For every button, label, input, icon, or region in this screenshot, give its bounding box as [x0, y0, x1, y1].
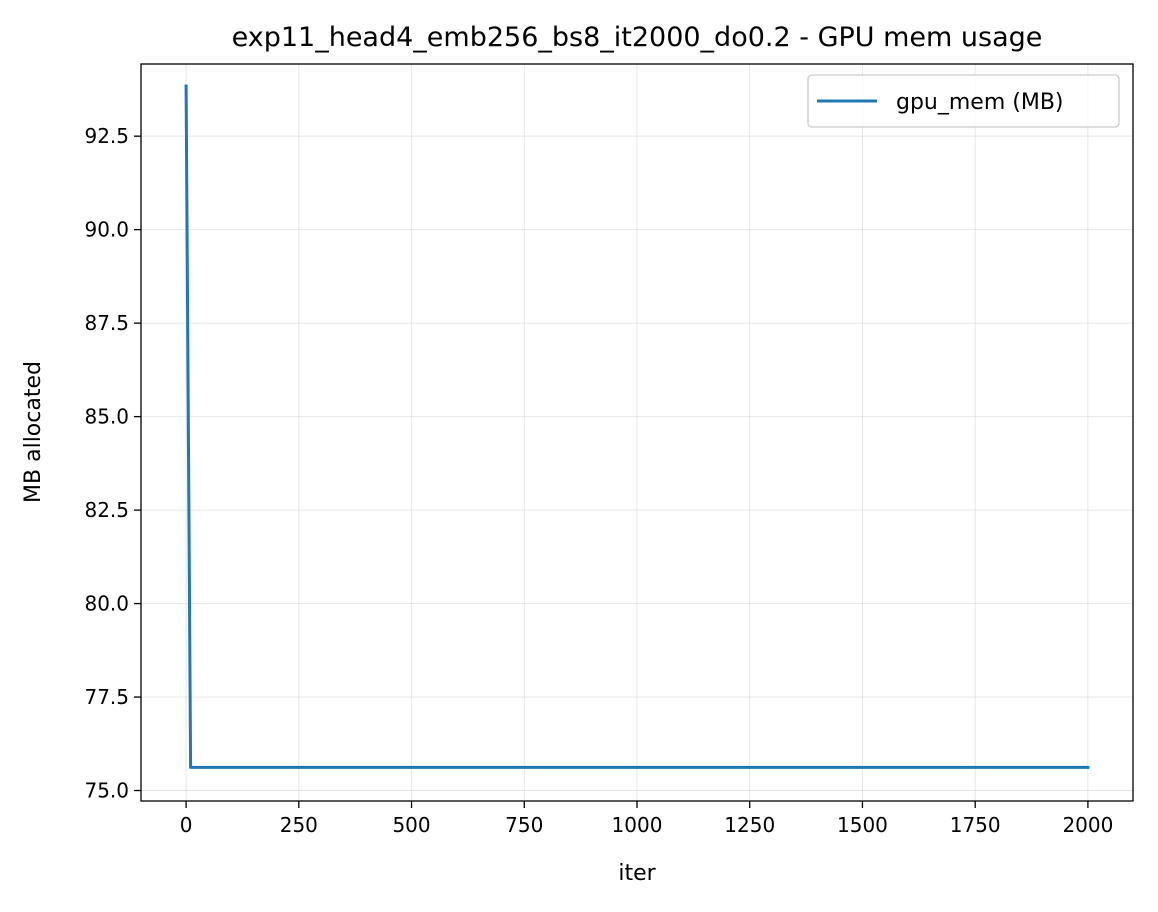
y-tick-label: 80.0	[84, 592, 129, 616]
x-tick-label: 0	[180, 813, 193, 837]
chart-title: exp11_head4_emb256_bs8_it2000_do0.2 - GP…	[232, 22, 1043, 53]
y-tick-label: 92.5	[84, 124, 129, 148]
x-tick-label: 250	[280, 813, 318, 837]
series-layer	[184, 84, 1090, 769]
legend-label: gpu_mem (MB)	[896, 90, 1064, 115]
x-tick-label: 1750	[950, 813, 1001, 837]
y-tick-label: 90.0	[84, 218, 129, 242]
x-tick-label: 1250	[724, 813, 775, 837]
legend-box	[807, 74, 1120, 128]
y-tick-label: 87.5	[84, 311, 129, 335]
x-tick-label: 1500	[837, 813, 888, 837]
x-axis-label: iter	[618, 861, 656, 886]
series-line-gpu-mem	[184, 84, 1090, 769]
x-tick-label: 2000	[1062, 813, 1113, 837]
x-axis-ticks: 0 250 500 750 1000 1250 1500 1750 2000	[180, 801, 1113, 837]
y-tick-label: 85.0	[84, 405, 129, 429]
y-tick-label: 75.0	[84, 779, 129, 803]
legend: gpu_mem (MB)	[807, 74, 1120, 128]
y-tick-label: 77.5	[84, 685, 129, 709]
y-tick-label: 82.5	[84, 498, 129, 522]
y-axis-label: MB allocated	[21, 361, 46, 503]
x-tick-label: 1000	[612, 813, 663, 837]
y-axis-ticks: 75.0 77.5 80.0 82.5 85.0 87.5 90.0 92.5	[84, 124, 141, 803]
x-tick-label: 750	[505, 813, 543, 837]
grid	[141, 64, 1133, 801]
x-tick-label: 500	[392, 813, 430, 837]
